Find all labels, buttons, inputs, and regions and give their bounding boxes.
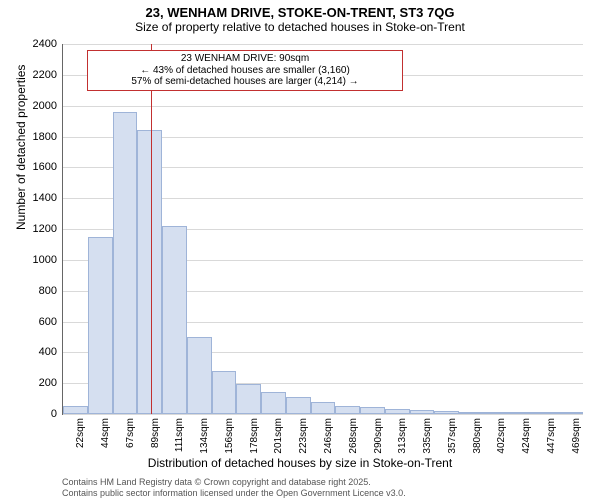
- xtick-label: 469sqm: [571, 414, 582, 454]
- histogram-bar: [261, 392, 286, 414]
- histogram-bar: [286, 397, 311, 414]
- xtick-label: 111sqm: [174, 414, 185, 452]
- callout-line: 57% of semi-detached houses are larger (…: [92, 76, 398, 88]
- ytick-label: 1800: [33, 131, 63, 143]
- callout-line: ← 43% of detached houses are smaller (3,…: [92, 65, 398, 77]
- xtick-label: 156sqm: [224, 414, 235, 454]
- xtick-label: 447sqm: [546, 414, 557, 454]
- ytick-label: 1200: [33, 223, 63, 235]
- xtick-label: 246sqm: [323, 414, 334, 454]
- xtick-label: 290sqm: [373, 414, 384, 454]
- chart-container: { "title": { "line1": "23, WENHAM DRIVE,…: [0, 0, 600, 500]
- ytick-label: 400: [39, 346, 63, 358]
- attribution-line-2: Contains public sector information licen…: [62, 488, 406, 498]
- ytick-label: 2200: [33, 69, 63, 81]
- attribution: Contains HM Land Registry data © Crown c…: [62, 477, 406, 498]
- attribution-line-1: Contains HM Land Registry data © Crown c…: [62, 477, 406, 487]
- xtick-label: 178sqm: [249, 414, 260, 454]
- histogram-bar: [212, 371, 237, 414]
- chart-title: 23, WENHAM DRIVE, STOKE-ON-TRENT, ST3 7Q…: [0, 0, 600, 21]
- histogram-bar: [335, 406, 360, 414]
- ytick-label: 200: [39, 377, 63, 389]
- callout-line: 23 WENHAM DRIVE: 90sqm: [92, 53, 398, 65]
- xtick-label: 67sqm: [125, 414, 136, 448]
- ytick-label: 600: [39, 316, 63, 328]
- histogram-bar: [162, 226, 187, 414]
- y-axis-label: Number of detached properties: [14, 65, 28, 230]
- chart-subtitle: Size of property relative to detached ho…: [0, 21, 600, 35]
- xtick-label: 223sqm: [298, 414, 309, 454]
- xtick-label: 424sqm: [521, 414, 532, 454]
- xtick-label: 44sqm: [100, 414, 111, 448]
- x-axis-label: Distribution of detached houses by size …: [0, 456, 600, 470]
- histogram-bar: [63, 406, 88, 414]
- xtick-label: 201sqm: [273, 414, 284, 454]
- xtick-label: 134sqm: [199, 414, 210, 454]
- xtick-label: 89sqm: [150, 414, 161, 448]
- histogram-bar: [113, 112, 138, 414]
- histogram-bar: [311, 402, 336, 414]
- ytick-label: 1600: [33, 161, 63, 173]
- marker-line: [151, 44, 152, 414]
- ytick-label: 800: [39, 285, 63, 297]
- ytick-label: 1400: [33, 192, 63, 204]
- ytick-label: 2400: [33, 38, 63, 50]
- ytick-label: 1000: [33, 254, 63, 266]
- xtick-label: 357sqm: [447, 414, 458, 454]
- xtick-label: 268sqm: [348, 414, 359, 454]
- callout-box: 23 WENHAM DRIVE: 90sqm← 43% of detached …: [87, 50, 403, 91]
- histogram-bar: [236, 384, 261, 414]
- ytick-label: 2000: [33, 100, 63, 112]
- xtick-label: 335sqm: [422, 414, 433, 454]
- histogram-bar: [360, 407, 385, 414]
- xtick-label: 380sqm: [472, 414, 483, 454]
- histogram-bar: [88, 237, 113, 414]
- gridline: [63, 44, 583, 45]
- ytick-label: 0: [51, 408, 63, 420]
- xtick-label: 313sqm: [397, 414, 408, 454]
- gridline: [63, 106, 583, 107]
- histogram-bar: [187, 337, 212, 414]
- histogram-bar: [137, 130, 162, 414]
- xtick-label: 22sqm: [75, 414, 86, 448]
- plot-area: 0200400600800100012001400160018002000220…: [62, 44, 583, 415]
- xtick-label: 402sqm: [496, 414, 507, 454]
